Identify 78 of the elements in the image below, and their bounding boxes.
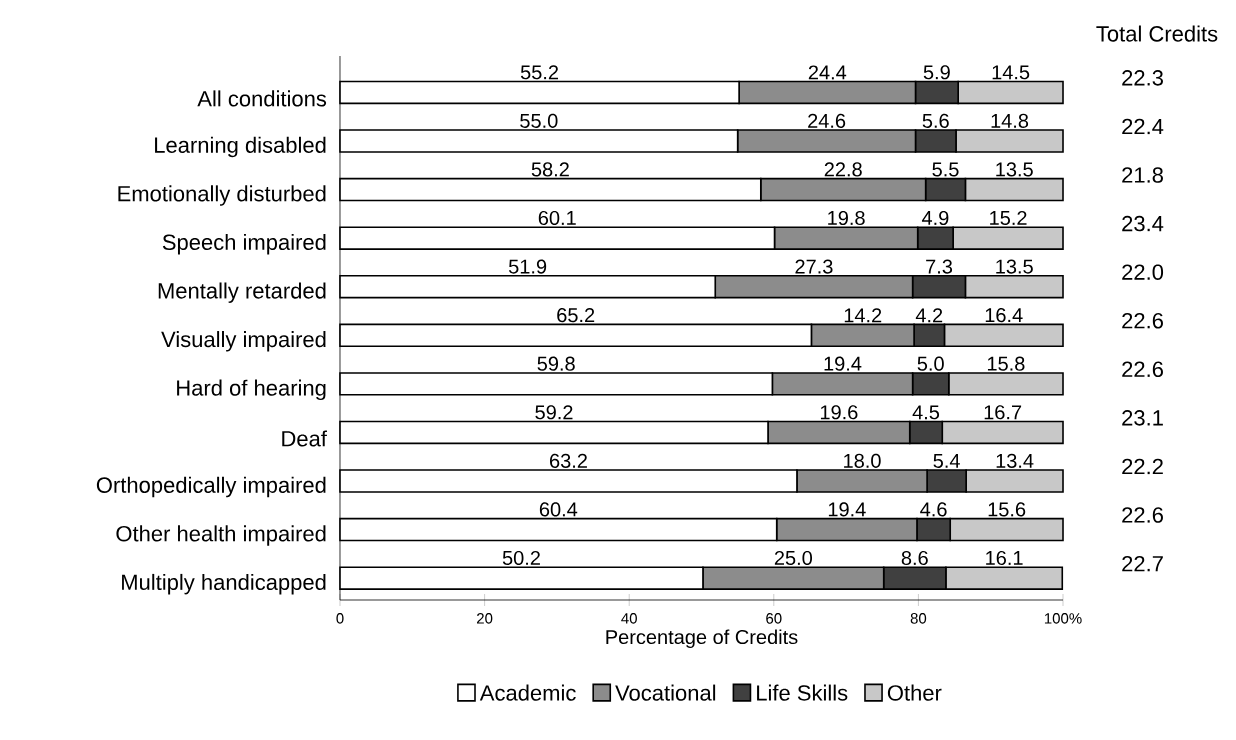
data-label: 25.0 <box>774 550 813 566</box>
data-label: 4.2 <box>915 308 943 323</box>
y-tick-label: Deaf <box>282 430 327 447</box>
data-label: 13.5 <box>996 162 1033 177</box>
data-label: 19.4 <box>828 502 866 517</box>
data-label: 19.8 <box>828 210 865 226</box>
text: 22.4 <box>1122 118 1164 135</box>
data-label: 5.9 <box>923 65 950 80</box>
data-label: 15.8 <box>987 356 1025 371</box>
data-label: 63.2 <box>550 453 587 468</box>
data-label: 51.9 <box>508 259 547 274</box>
y-tick-label: Multiply handicapped <box>122 573 326 595</box>
data-label: 65.2 <box>557 308 595 323</box>
x-tick-label: 100% <box>1044 613 1082 624</box>
text: 22.0 <box>1122 264 1164 280</box>
y-tick-label: Mentally retarded <box>158 282 326 303</box>
y-tick-label: Learning disabled <box>155 136 326 158</box>
data-label: 59.8 <box>537 356 575 371</box>
data-label: 22.8 <box>824 162 862 177</box>
y-tick-label: Other health impaired <box>116 525 326 546</box>
data-label: 14.2 <box>844 308 882 323</box>
y-tick-label: Speech impaired <box>162 233 326 255</box>
data-label: 13.5 <box>996 259 1033 274</box>
data-label: 60.4 <box>539 502 578 517</box>
y-tick-label: Emotionally disturbed <box>118 185 326 206</box>
text: 22.3 <box>1122 70 1163 86</box>
data-label: 5.5 <box>932 162 959 177</box>
data-label: 4.5 <box>912 405 940 420</box>
legend-label: Vocational <box>615 684 716 701</box>
y-tick-label: All conditions <box>197 90 327 107</box>
text: 23.1 <box>1122 410 1163 426</box>
data-label: 14.8 <box>991 113 1029 128</box>
data-label: 16.1 <box>986 550 1023 566</box>
data-label: 58.2 <box>531 162 569 177</box>
data-label: 4.9 <box>921 210 949 226</box>
x-tick-label: 40 <box>621 613 637 624</box>
x-tick-label: 80 <box>910 613 927 624</box>
data-label: 16.7 <box>984 405 1022 420</box>
text: 22.6 <box>1122 361 1163 378</box>
text: 22.6 <box>1122 312 1163 329</box>
legend-label: Other <box>887 684 942 701</box>
text: Total Credits <box>1096 25 1218 42</box>
x-axis-title: Percentage of Credits <box>606 629 798 649</box>
data-label: 13.4 <box>996 453 1034 468</box>
data-label: 4.6 <box>920 502 947 517</box>
data-label: 59.2 <box>535 405 573 420</box>
data-label: 14.5 <box>992 65 1030 80</box>
y-tick-label: Orthopedically impaired <box>96 476 326 498</box>
data-label: 55.0 <box>520 113 558 128</box>
data-label: 55.2 <box>520 65 559 80</box>
data-label: 5.0 <box>917 356 944 371</box>
legend-label: Academic <box>479 684 576 701</box>
data-label: 60.1 <box>538 210 576 226</box>
data-label: 19.6 <box>820 405 858 420</box>
data-label: 16.4 <box>985 308 1023 323</box>
data-label: 5.6 <box>922 113 949 128</box>
y-tick-label: Hard of hearing <box>177 379 326 401</box>
data-label: 50.2 <box>502 550 540 566</box>
text: 22.7 <box>1122 555 1163 572</box>
x-tick-label: 20 <box>477 613 493 624</box>
data-label: 15.6 <box>988 502 1026 517</box>
x-tick-label: 0 <box>336 613 344 624</box>
text: 22.6 <box>1122 507 1163 523</box>
data-label: 24.4 <box>808 65 847 80</box>
data-label: 5.4 <box>933 453 960 468</box>
data-label: 27.3 <box>795 259 833 274</box>
legend-label: Life Skills <box>757 684 848 701</box>
text: 23.4 <box>1122 215 1164 232</box>
data-label: 18.0 <box>844 453 881 468</box>
data-label: 15.2 <box>990 210 1027 226</box>
data-label: 8.6 <box>901 550 928 566</box>
data-label: 24.6 <box>808 113 846 128</box>
data-label: 7.3 <box>926 259 953 274</box>
x-tick-label: 60 <box>766 613 782 624</box>
text: 21.8 <box>1122 167 1163 183</box>
data-label: 19.4 <box>824 356 862 371</box>
text: 22.2 <box>1122 458 1163 475</box>
y-tick-label: Visually impaired <box>161 331 326 352</box>
